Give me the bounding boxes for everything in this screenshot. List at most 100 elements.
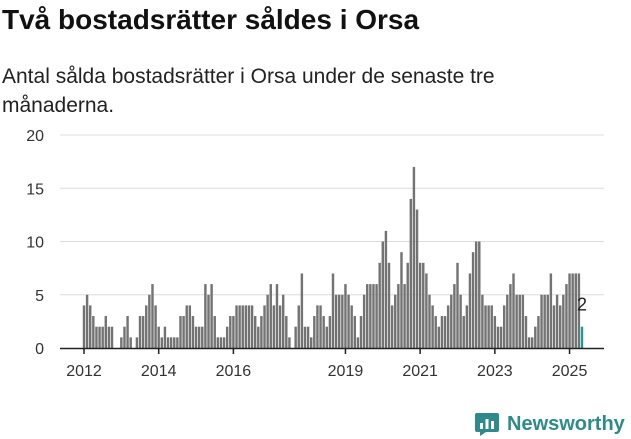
bar — [120, 337, 123, 348]
bar — [207, 294, 210, 348]
bar — [316, 305, 319, 348]
bar — [222, 337, 226, 348]
bar — [157, 326, 160, 348]
bar — [138, 316, 142, 348]
bar — [437, 326, 441, 348]
bar — [160, 337, 164, 348]
bar — [443, 316, 447, 348]
bar — [462, 316, 465, 348]
x-tick-label: 2023 — [477, 363, 513, 380]
bar — [540, 294, 543, 348]
bar — [453, 284, 456, 348]
bar — [235, 305, 238, 348]
y-tick-label: 15 — [26, 181, 44, 198]
newsworthy-logo: Newsworthy — [474, 409, 625, 439]
x-tick-label: 2012 — [66, 363, 102, 380]
bar — [229, 316, 232, 348]
bar — [182, 316, 185, 348]
bar — [194, 326, 198, 348]
bar — [543, 294, 546, 348]
bar — [201, 326, 204, 348]
bar — [247, 305, 251, 348]
bar — [275, 284, 279, 348]
bar — [390, 305, 394, 348]
bar — [238, 305, 241, 348]
newsworthy-logo-icon — [475, 413, 499, 436]
y-tick-label: 10 — [26, 235, 44, 252]
bar — [216, 337, 220, 348]
bar — [154, 305, 157, 348]
bar — [524, 316, 528, 348]
bar — [412, 166, 416, 348]
bar — [319, 305, 322, 348]
bar — [434, 316, 437, 348]
bar — [534, 326, 537, 348]
bar — [350, 305, 353, 348]
bar — [285, 316, 288, 348]
newsworthy-logo-text: Newsworthy — [507, 412, 625, 435]
bar — [362, 294, 366, 348]
bar — [558, 305, 562, 348]
bar — [322, 316, 325, 348]
x-tick-label: 2014 — [141, 363, 177, 380]
bar — [92, 316, 95, 348]
bar — [465, 305, 469, 348]
bar — [95, 326, 98, 348]
bar — [110, 326, 114, 348]
bar — [509, 284, 512, 348]
bar — [344, 284, 347, 348]
bar — [378, 262, 381, 348]
bar — [101, 326, 104, 348]
bar — [263, 305, 266, 348]
bar — [518, 294, 521, 348]
bar — [400, 252, 403, 348]
bar — [502, 305, 506, 348]
x-tick-label: 2021 — [402, 363, 438, 380]
bar — [409, 198, 413, 348]
bar — [145, 305, 148, 348]
bar — [151, 284, 154, 348]
bar — [506, 294, 509, 348]
bar — [574, 273, 577, 348]
x-tick-label: 2019 — [328, 363, 364, 380]
bar — [232, 316, 235, 348]
bar — [269, 284, 272, 348]
x-tick-label: 2016 — [216, 363, 252, 380]
chart-title: Två bostadsrätter såldes i Orsa — [2, 4, 420, 35]
bar — [129, 337, 132, 348]
bar — [107, 326, 111, 348]
bar — [577, 273, 581, 348]
bar — [179, 316, 182, 348]
bar — [456, 262, 459, 348]
bar — [98, 326, 101, 348]
bar — [425, 273, 428, 348]
bar — [459, 294, 462, 348]
bar — [185, 305, 188, 348]
bar — [288, 337, 291, 348]
bar — [82, 305, 86, 348]
bar — [250, 305, 254, 348]
bar — [397, 284, 400, 348]
bar — [440, 316, 444, 348]
bar — [366, 284, 369, 348]
bar — [241, 305, 244, 348]
bar — [493, 316, 497, 348]
bar — [278, 305, 282, 348]
x-tick-label: 2025 — [552, 363, 588, 380]
bar — [552, 305, 556, 348]
bar — [188, 305, 192, 348]
bar — [450, 294, 453, 348]
bar — [418, 262, 422, 348]
bar — [481, 294, 484, 348]
bar — [530, 337, 534, 348]
bar — [446, 305, 450, 348]
bar — [512, 273, 515, 348]
bar — [468, 273, 472, 348]
bar — [406, 262, 409, 348]
bar — [173, 337, 176, 348]
bar — [163, 326, 167, 348]
bar — [474, 241, 478, 348]
bar — [356, 337, 360, 348]
bar — [210, 284, 213, 348]
bar — [331, 273, 335, 348]
